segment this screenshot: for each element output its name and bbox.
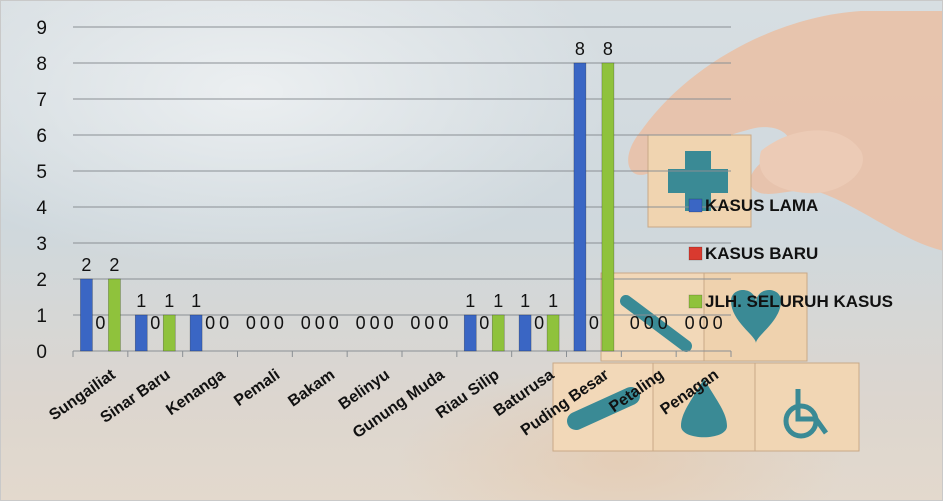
data-label: 1: [164, 291, 174, 311]
y-tick-label: 0: [36, 342, 47, 363]
bar: [80, 278, 93, 352]
data-label: 0: [658, 313, 668, 333]
data-label: 1: [191, 291, 201, 311]
y-tick-label: 3: [36, 234, 47, 255]
data-label: 1: [493, 291, 503, 311]
legend-label: KASUS LAMA: [705, 196, 818, 215]
data-label: 0: [534, 313, 544, 333]
bar: [108, 278, 121, 352]
y-tick-label: 5: [36, 162, 47, 183]
legend-swatch: [688, 198, 703, 213]
data-label: 0: [410, 313, 420, 333]
data-label: 0: [370, 313, 380, 333]
bar: [573, 62, 587, 352]
data-label: 1: [465, 291, 475, 311]
bar: [162, 314, 176, 352]
data-label: 0: [644, 313, 654, 333]
data-label: 0: [424, 313, 434, 333]
x-tick-label: Kenanga: [163, 366, 228, 419]
hand-shape: [628, 11, 942, 251]
syringe-icon: [620, 295, 692, 352]
data-label: 0: [479, 313, 489, 333]
data-label: 0: [438, 313, 448, 333]
bar: [134, 314, 148, 352]
data-label: 8: [575, 39, 585, 59]
legend-swatch: [688, 294, 703, 309]
wheelchair-icon: [783, 389, 829, 439]
data-label: 0: [589, 313, 599, 333]
data-label: 0: [260, 313, 270, 333]
bar: [463, 314, 477, 352]
legend-swatch: [688, 246, 703, 261]
data-label: 2: [81, 255, 91, 275]
data-label: 0: [315, 313, 325, 333]
data-label: 0: [699, 313, 709, 333]
thumb-shape: [759, 130, 863, 194]
y-tick-label: 4: [36, 198, 47, 219]
data-label: 0: [219, 313, 229, 333]
bar: [189, 314, 203, 352]
data-label: 8: [603, 39, 613, 59]
bar: [601, 62, 615, 352]
bar: [546, 314, 560, 352]
drop-icon: [681, 379, 727, 438]
wooden-blocks: [552, 134, 860, 452]
data-label: 0: [713, 313, 723, 333]
data-label: 0: [356, 313, 366, 333]
y-tick-label: 6: [36, 126, 47, 147]
data-label: 0: [150, 313, 160, 333]
data-label: 0: [384, 313, 394, 333]
data-label: 0: [274, 313, 284, 333]
data-label: 1: [136, 291, 146, 311]
heart-icon: [731, 289, 781, 343]
x-tick-label: Petaling: [606, 366, 667, 416]
plus-icon: [668, 151, 728, 211]
data-label: 0: [246, 313, 256, 333]
data-label: 0: [329, 313, 339, 333]
data-label: 0: [205, 313, 215, 333]
y-tick-label: 1: [36, 306, 47, 327]
y-axis-ticks: 0 1 2 3 4 5 6 7 8 9: [36, 18, 47, 363]
legend-label: KASUS BARU: [705, 244, 818, 263]
y-tick-label: 8: [36, 54, 47, 75]
y-tick-label: 9: [36, 18, 47, 39]
x-tick-label: Penagan: [657, 366, 721, 418]
x-tick-label: Bakam: [285, 366, 338, 410]
legend-label: JLH. SELURUH KASUS: [705, 292, 893, 311]
data-label: 0: [685, 313, 695, 333]
bar: [491, 314, 505, 352]
data-label: 0: [301, 313, 311, 333]
data-label: 0: [95, 313, 105, 333]
y-tick-label: 2: [36, 270, 47, 291]
bar: [518, 314, 532, 352]
x-tick-label: Gunung Muda: [350, 366, 448, 442]
x-tick-label: Pemali: [231, 366, 283, 410]
data-label: 1: [548, 291, 558, 311]
data-label: 0: [630, 313, 640, 333]
data-label: 1: [520, 291, 530, 311]
pill-icon: [567, 387, 640, 430]
gridlines: [72, 26, 732, 357]
legend: KASUS LAMA KASUS BARU JLH. SELURUH KASUS: [688, 196, 893, 311]
data-label: 2: [109, 255, 119, 275]
bar-marks: [80, 62, 615, 352]
y-tick-label: 7: [36, 90, 47, 111]
